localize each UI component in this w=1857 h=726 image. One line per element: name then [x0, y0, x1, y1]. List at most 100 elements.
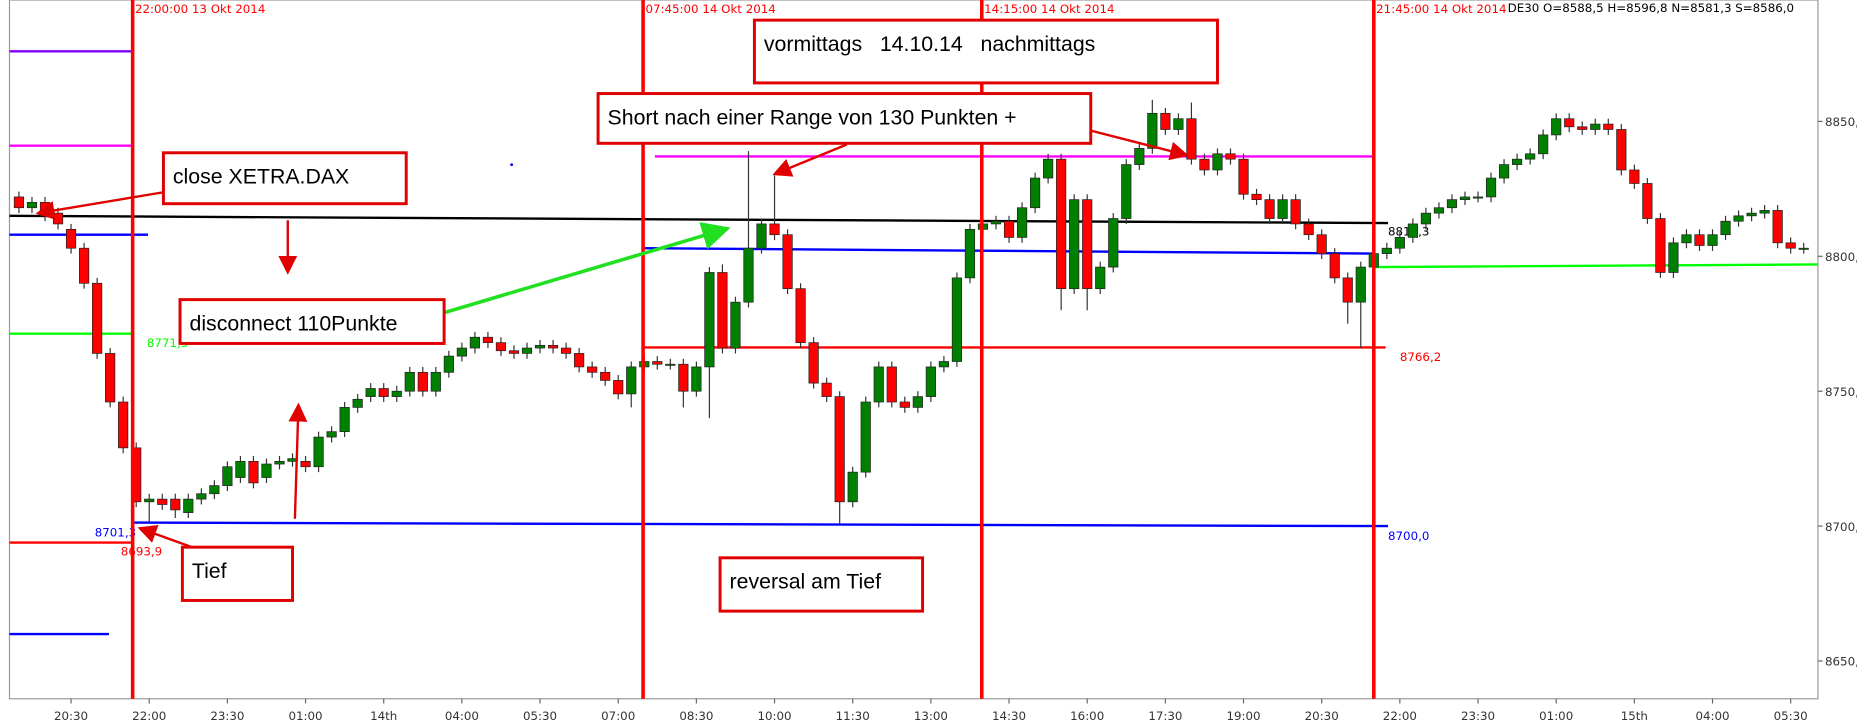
- candle-body: [1525, 153, 1536, 160]
- candle-body: [938, 361, 949, 368]
- arrow: [772, 143, 848, 177]
- level-label: 8771,3: [147, 336, 188, 350]
- candle-body: [1472, 196, 1484, 199]
- candle-body: [1264, 199, 1275, 219]
- candle-body: [1785, 242, 1796, 249]
- candle-body: [105, 353, 116, 403]
- candle-body: [1043, 158, 1054, 179]
- x-tick-label: 01:00: [1539, 709, 1573, 723]
- candle-body: [469, 336, 481, 349]
- y-tick-label: 8650,0: [1825, 655, 1857, 669]
- candle-body: [1459, 196, 1471, 201]
- level-line: [9, 214, 1389, 225]
- arrow: [443, 222, 731, 315]
- candle-body: [26, 201, 38, 209]
- candle-body: [261, 463, 272, 478]
- level-line: [643, 247, 1374, 255]
- candle-body: [652, 361, 663, 365]
- candle-body: [144, 498, 155, 503]
- candle-body: [613, 380, 624, 395]
- candle-body: [313, 436, 324, 468]
- candle-body: [678, 363, 689, 392]
- candle-body: [1551, 118, 1562, 136]
- x-tick-label: 01:00: [289, 709, 323, 723]
- candle-body: [1147, 112, 1158, 149]
- candle-body: [1121, 164, 1132, 219]
- arrows: [35, 126, 1189, 549]
- candle-body: [925, 366, 936, 397]
- candle-body: [1629, 169, 1640, 184]
- candle-body: [534, 344, 546, 349]
- candle-body: [209, 485, 220, 495]
- candle-body: [1655, 218, 1666, 273]
- y-tick-label: 8700,0: [1825, 520, 1857, 534]
- candle-body: [1303, 223, 1314, 236]
- candle-body: [964, 228, 976, 279]
- candle-body: [39, 201, 51, 217]
- candle-body: [1407, 223, 1418, 238]
- x-tick-label: 15th: [1621, 709, 1648, 723]
- candle-body: [1355, 266, 1366, 303]
- candle-body: [1512, 158, 1523, 165]
- candle-body: [13, 196, 25, 209]
- candle-body: [1056, 158, 1067, 290]
- level-label: 8701,3: [95, 526, 136, 540]
- annotation-box: [180, 545, 295, 602]
- x-tick-label: 11:30: [836, 709, 870, 723]
- candle-body: [1342, 277, 1353, 303]
- candle-body: [391, 390, 402, 397]
- candle-body: [782, 234, 793, 290]
- candle-body: [1199, 158, 1210, 171]
- candle-body: [170, 498, 181, 511]
- candle-body: [1003, 220, 1015, 238]
- candle-body: [1798, 247, 1809, 250]
- candle-body: [157, 498, 168, 505]
- x-tick-label: 23:30: [1461, 709, 1495, 723]
- candle-body: [1538, 134, 1549, 155]
- candle-body: [222, 466, 233, 486]
- candle-body: [1290, 199, 1301, 225]
- candle-body: [300, 460, 311, 468]
- y-tick-label: 8750,0: [1825, 385, 1857, 399]
- arrow: [35, 190, 166, 220]
- candle-body: [443, 355, 454, 373]
- x-tick-label: 22:00: [1383, 709, 1417, 723]
- candle-body: [1029, 177, 1041, 209]
- candle-body: [990, 220, 1002, 225]
- time-marker-label: 21:45:00 14 Okt 2014: [1376, 2, 1506, 16]
- markers: 22:00:00 13 Okt 2014 07:45:00 14 Okt 2014…: [130, 0, 1507, 699]
- x-tick-label: 07:00: [601, 709, 635, 723]
- level-label: 8693,9: [121, 544, 162, 558]
- arrow: [1079, 126, 1189, 161]
- annotation-text: vormittags 14.10.14 nachmittags: [764, 32, 1095, 56]
- x-tick-label: 05:30: [523, 709, 557, 723]
- candle-body: [899, 401, 910, 408]
- candle-body: [508, 350, 520, 354]
- candle-body: [248, 460, 259, 484]
- candle-body: [1603, 123, 1614, 130]
- candle-body: [92, 282, 103, 354]
- candle-body: [1316, 234, 1327, 254]
- x-tick-label: 10:00: [757, 709, 791, 723]
- candle-body: [730, 301, 741, 349]
- candle-body: [1381, 247, 1392, 254]
- level-label: 8700,0: [1388, 529, 1429, 543]
- candle-body: [196, 493, 207, 500]
- candle-body: [1746, 212, 1757, 217]
- candle-body: [1759, 210, 1770, 214]
- annotation-box: [178, 298, 446, 345]
- candle-body: [951, 277, 963, 362]
- candle-body: [352, 398, 363, 408]
- axes: 8650,0 8700,0 8750,0 8800,0 8850,0 20:30 22:00…: [54, 115, 1857, 723]
- candle-body: [691, 366, 702, 392]
- candle-body: [339, 407, 350, 433]
- candle-body: [1160, 112, 1171, 130]
- annotation-box: [752, 18, 1219, 85]
- x-tick-label: 08:30: [679, 709, 713, 723]
- candle-body: [808, 342, 819, 384]
- annotation-text: reversal am Tief: [730, 570, 882, 594]
- candle-body: [756, 223, 767, 249]
- candle-body: [1277, 199, 1288, 219]
- candle-body: [183, 498, 194, 513]
